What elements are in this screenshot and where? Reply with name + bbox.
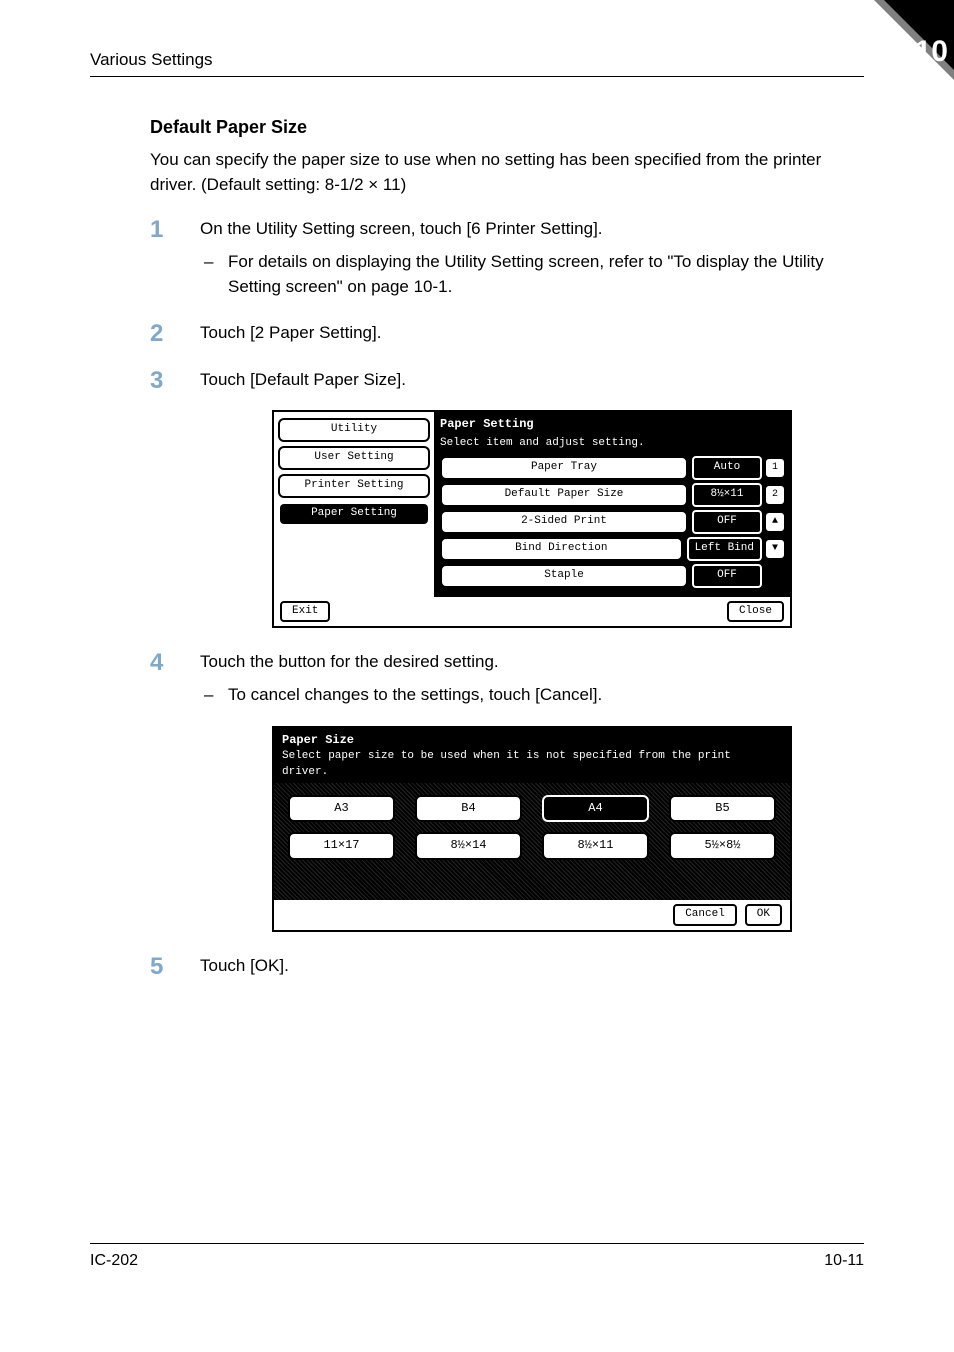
step-3: Touch [Default Paper Size]. Utility User…: [150, 368, 864, 629]
footer-left: IC-202: [90, 1252, 138, 1270]
close-button[interactable]: Close: [727, 601, 784, 623]
step-text: Touch [2 Paper Setting].: [200, 323, 381, 342]
row-default-paper-size-value: 8½×11: [692, 483, 762, 507]
row-staple[interactable]: Staple: [440, 564, 688, 588]
step-text: On the Utility Setting screen, touch [6 …: [200, 219, 603, 238]
step-sub: To cancel changes to the settings, touch…: [200, 683, 864, 708]
tab-paper-setting[interactable]: Paper Setting: [278, 502, 430, 526]
step-text: Touch [Default Paper Size].: [200, 370, 406, 389]
opt-11x17[interactable]: 11×17: [288, 832, 395, 859]
section-title: Default Paper Size: [150, 117, 864, 138]
opt-85x11[interactable]: 8½×11: [542, 832, 649, 859]
dialog-subtitle: Select paper size to be used when it is …: [282, 749, 782, 781]
step-sub: For details on displaying the Utility Se…: [200, 250, 864, 299]
opt-b4[interactable]: B4: [415, 795, 522, 822]
step-text: Touch the button for the desired setting…: [200, 652, 499, 671]
panel-subtitle: Select item and adjust setting.: [440, 436, 784, 452]
opt-85x14[interactable]: 8½×14: [415, 832, 522, 859]
row-bind-direction[interactable]: Bind Direction: [440, 537, 683, 561]
row-bind-direction-value: Left Bind: [687, 537, 762, 561]
row-default-paper-size[interactable]: Default Paper Size: [440, 483, 688, 507]
step-4: Touch the button for the desired setting…: [150, 650, 864, 931]
tab-user-setting[interactable]: User Setting: [278, 446, 430, 470]
step-1: On the Utility Setting screen, touch [6 …: [150, 217, 864, 299]
step-5: Touch [OK].: [150, 954, 864, 979]
left-tabs: Utility User Setting Printer Setting Pap…: [274, 412, 434, 596]
screenshot-paper-size: Paper Size Select paper size to be used …: [272, 726, 792, 932]
row-staple-value: OFF: [692, 564, 762, 588]
section-intro: You can specify the paper size to use wh…: [150, 148, 864, 197]
steps-list: On the Utility Setting screen, touch [6 …: [150, 217, 864, 978]
dialog-title: Paper Size: [282, 732, 782, 749]
opt-a4[interactable]: A4: [542, 795, 649, 822]
screenshot-paper-setting: Utility User Setting Printer Setting Pap…: [272, 410, 792, 628]
row-paper-tray-value: Auto: [692, 456, 762, 480]
page: 10 Various Settings Default Paper Size Y…: [0, 0, 954, 1300]
badge-2: 2: [766, 486, 784, 504]
opt-55x85[interactable]: 5½×8½: [669, 832, 776, 859]
footer-right: 10-11: [824, 1252, 864, 1270]
step-text: Touch [OK].: [200, 956, 289, 975]
panel-title: Paper Setting: [440, 416, 784, 433]
row-2sided-value: OFF: [692, 510, 762, 534]
page-footer: IC-202 10-11: [90, 1243, 864, 1270]
ok-button[interactable]: OK: [745, 904, 782, 926]
panel-main: Paper Setting Select item and adjust set…: [434, 412, 790, 596]
row-paper-tray[interactable]: Paper Tray: [440, 456, 688, 480]
cancel-button[interactable]: Cancel: [673, 904, 737, 926]
tab-printer-setting[interactable]: Printer Setting: [278, 474, 430, 498]
chapter-number: 10: [915, 35, 948, 69]
exit-button[interactable]: Exit: [280, 601, 330, 623]
row-2sided[interactable]: 2-Sided Print: [440, 510, 688, 534]
opt-b5[interactable]: B5: [669, 795, 776, 822]
step-2: Touch [2 Paper Setting].: [150, 321, 864, 346]
breadcrumb: Various Settings: [90, 50, 864, 77]
arrow-down-icon[interactable]: ▼: [766, 540, 784, 558]
tab-utility[interactable]: Utility: [278, 418, 430, 442]
opt-a3[interactable]: A3: [288, 795, 395, 822]
badge-1: 1: [766, 459, 784, 477]
chapter-corner: 10: [874, 0, 954, 80]
arrow-up-icon[interactable]: ▲: [766, 513, 784, 531]
